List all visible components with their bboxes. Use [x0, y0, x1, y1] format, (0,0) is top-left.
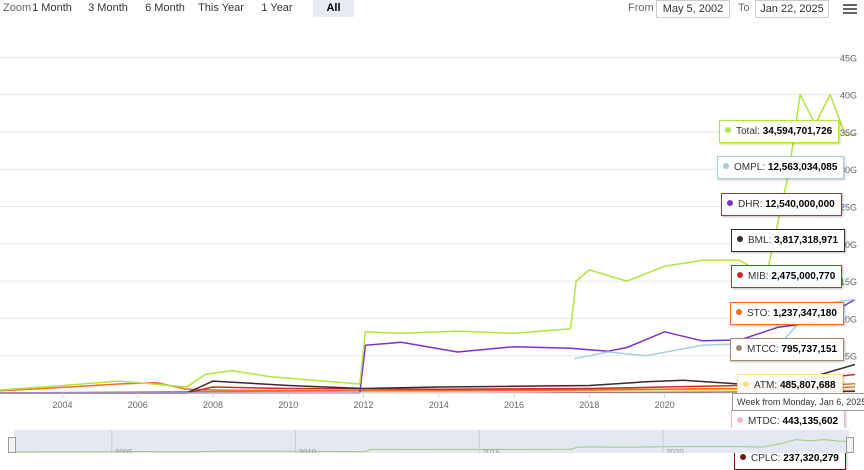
tooltip-series-name: BML: [748, 234, 775, 246]
tooltip-series-name: CPLC: [751, 452, 784, 464]
tooltip-series-value: 237,320,279 [783, 452, 839, 464]
tooltip-series-value: 795,737,151 [781, 343, 838, 355]
x-tick-label: 2018 [579, 400, 599, 410]
tooltip-series-name: DHR: [738, 198, 766, 210]
from-label: From [628, 2, 654, 14]
zoom-label: Zoom [3, 2, 32, 14]
tooltip-series-name: Total: [736, 126, 763, 137]
range-selector: Zoom 1 Month 3 Month 6 Month This Year 1… [0, 0, 864, 18]
series-line-total [0, 93, 855, 391]
tooltip-series-name: MTCC: [747, 343, 782, 355]
tooltip-series-name: MIB: [748, 271, 772, 283]
tooltip-item-total: Total: 34,594,701,726 [719, 120, 840, 143]
navigator-series-line [13, 439, 849, 453]
navigator-left-handle[interactable] [8, 437, 16, 453]
range-button-1-year[interactable]: 1 Year [261, 2, 293, 14]
from-date-input[interactable]: May 5, 2002 [656, 0, 730, 18]
x-tick-label: 2012 [354, 400, 374, 410]
hamburger-menu-icon[interactable] [843, 2, 857, 16]
legend-dot-icon [725, 127, 731, 133]
range-button-6-month[interactable]: 6 Month [145, 2, 185, 14]
navigator[interactable]: 2005 2010 2015 2020 [0, 428, 864, 453]
tooltip-series-value: 12,540,000,000 [765, 198, 835, 210]
axes: 45G 40G 35G 30G 25G 20G 15G 10G 5G 2004 2006 2008 20… [0, 53, 857, 410]
legend-dot-icon [736, 308, 742, 315]
tooltip-item-sto: STO: 1,237,347,180 [730, 301, 844, 325]
tooltip-footer: Week from Monday, Jan 6, 2025 [732, 393, 864, 411]
range-button-1-month[interactable]: 1 Month [32, 2, 72, 14]
navigator-right-handle[interactable] [846, 437, 854, 453]
tooltip-item-bml: BML: 3,817,318,971 [731, 228, 846, 252]
legend-dot-icon [740, 453, 746, 460]
tooltip-item-mtcc: MTCC: 795,737,151 [730, 337, 845, 361]
y-tick-label: 10G [840, 314, 857, 324]
navigator-tick-label: 2015 [482, 448, 500, 453]
navigator-series: 2005 2010 2015 2020 [13, 430, 849, 453]
tooltip-series-value: 1,237,347,180 [772, 307, 837, 319]
x-tick-label: 2014 [429, 400, 449, 410]
y-tick-label: 20G [840, 240, 857, 250]
y-tick-label: 30G [840, 165, 857, 175]
navigator-tick-label: 2020 [666, 448, 684, 453]
tooltip-series-name: ATM: [754, 380, 780, 392]
x-tick-label: 2020 [655, 400, 675, 410]
y-tick-label: 5G [845, 352, 857, 362]
tooltip-series-name: MTDC: [748, 416, 783, 428]
to-date-input[interactable]: Jan 22, 2025 [755, 0, 829, 18]
tooltip-series-value: 2,475,000,770 [771, 271, 836, 283]
legend-dot-icon [727, 199, 733, 206]
x-tick-label: 2006 [128, 400, 148, 410]
tooltip-item-mib: MIB: 2,475,000,770 [731, 265, 843, 289]
range-button-3-month[interactable]: 3 Month [88, 2, 128, 14]
navigator-tick-label: 2005 [115, 448, 133, 453]
chart-plot: 45G 40G 35G 30G 25G 20G 15G 10G 5G 2004 2006 2008 20… [0, 53, 857, 410]
tooltip-series-name: STO: [747, 307, 773, 319]
legend-dot-icon [737, 417, 743, 424]
tooltip-series-value: 12,563,034,085 [767, 162, 838, 174]
navigator-tick-label: 2010 [299, 448, 317, 453]
tooltip-item-dhr: DHR: 12,540,000,000 [721, 192, 842, 216]
x-tick-label: 2016 [504, 400, 524, 410]
legend-dot-icon [723, 163, 729, 170]
tooltip-series-value: 3,817,318,971 [774, 234, 839, 246]
tooltip-series-name: OMPL: [734, 162, 768, 174]
legend-dot-icon [743, 381, 749, 388]
range-button-all[interactable]: All [313, 0, 354, 17]
grid-lines [0, 56, 855, 357]
series-line-dhr [0, 298, 856, 394]
y-tick-label: 40G [840, 91, 857, 101]
x-tick-label: 2010 [278, 400, 298, 410]
to-label: To [738, 2, 750, 14]
y-tick-label: 15G [840, 277, 857, 287]
y-tick-label: 35G [840, 128, 857, 138]
y-tick-label: 25G [840, 203, 857, 213]
tooltip-series-value: 443,135,602 [782, 416, 839, 428]
tooltip-series-value: 485,807,688 [779, 380, 836, 392]
range-button-this-year[interactable]: This Year [198, 2, 244, 14]
x-tick-label: 2008 [203, 400, 223, 410]
x-tick-label: 2004 [52, 400, 72, 410]
legend-dot-icon [737, 235, 743, 242]
tooltip-item-ompl: OMPL: 12,563,034,085 [717, 156, 845, 180]
tooltip-series-value: 34,594,701,726 [762, 126, 833, 137]
legend-dot-icon [737, 272, 743, 279]
tooltip-item-atm: ATM: 485,807,688 [737, 374, 843, 398]
y-tick-label: 45G [840, 53, 857, 63]
legend-dot-icon [736, 344, 742, 351]
